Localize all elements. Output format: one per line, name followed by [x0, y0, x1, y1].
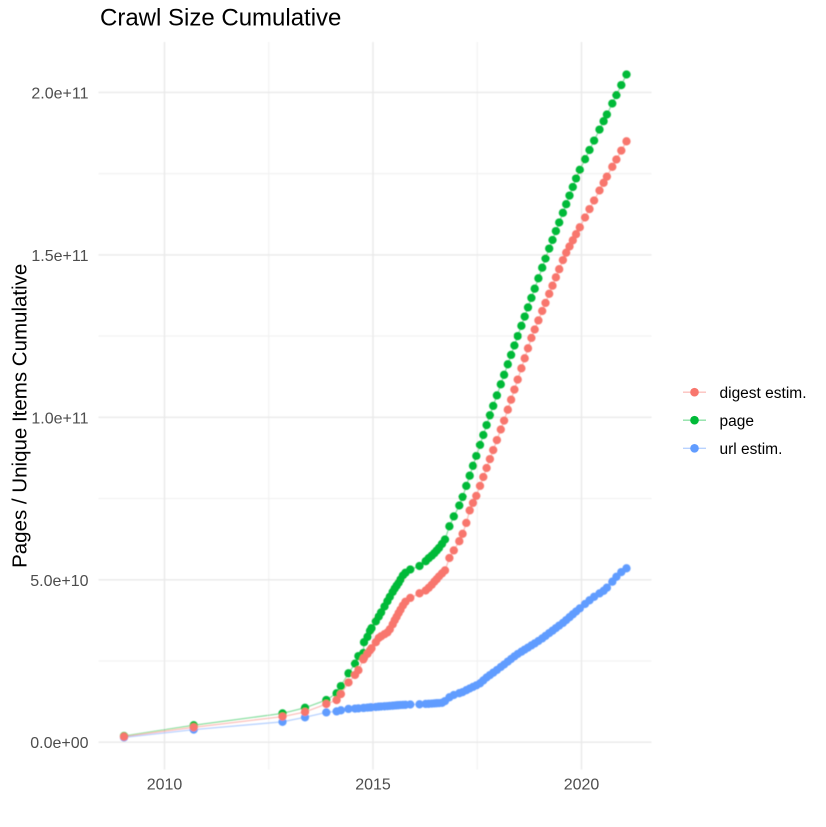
svg-text:1.5e+11: 1.5e+11: [31, 248, 88, 265]
svg-text:2010: 2010: [147, 777, 183, 794]
svg-text:2015: 2015: [355, 777, 391, 794]
svg-text:digest estim.: digest estim.: [720, 385, 807, 402]
svg-text:5.0e+10: 5.0e+10: [30, 573, 88, 590]
svg-text:0.0e+00: 0.0e+00: [30, 735, 88, 752]
svg-text:url estim.: url estim.: [720, 441, 783, 458]
svg-text:2020: 2020: [564, 777, 600, 794]
svg-text:Crawl Size Cumulative: Crawl Size Cumulative: [100, 5, 341, 32]
svg-text:2.0e+11: 2.0e+11: [31, 85, 88, 102]
svg-text:page: page: [720, 413, 754, 430]
svg-text:1.0e+11: 1.0e+11: [31, 410, 88, 427]
svg-text:Pages / Unique Items Cumulativ: Pages / Unique Items Cumulative: [9, 264, 32, 568]
